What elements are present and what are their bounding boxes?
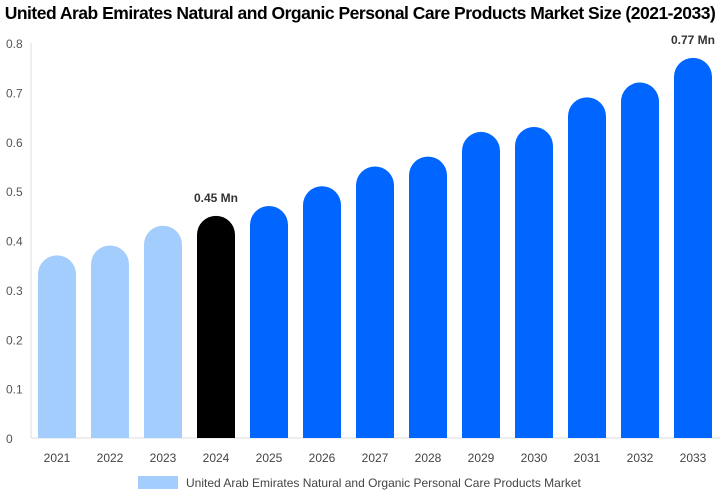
y-tick-label: 0.2 xyxy=(6,333,23,347)
y-tick-label: 0.3 xyxy=(6,284,23,298)
x-tick-label: 2029 xyxy=(468,451,495,465)
x-tick-label: 2031 xyxy=(574,451,601,465)
y-tick-label: 0.4 xyxy=(6,235,23,249)
x-tick-label: 2022 xyxy=(97,451,124,465)
x-tick-label: 2026 xyxy=(309,451,336,465)
data-label: 0.45 Mn xyxy=(194,191,238,205)
bar-2022 xyxy=(91,245,129,438)
bar-2026 xyxy=(303,186,341,438)
x-tick-label: 2021 xyxy=(44,451,71,465)
x-tick-label: 2025 xyxy=(256,451,283,465)
x-tick-label: 2028 xyxy=(415,451,442,465)
bar-2028 xyxy=(409,156,447,438)
y-tick-label: 0.1 xyxy=(6,383,23,397)
x-tick-label: 2032 xyxy=(627,451,654,465)
y-tick-label: 0.8 xyxy=(6,37,23,51)
x-tick-label: 2024 xyxy=(203,451,230,465)
y-tick-label: 0.5 xyxy=(6,185,23,199)
bar-2024 xyxy=(197,215,236,438)
chart-title: United Arab Emirates Natural and Organic… xyxy=(4,3,716,23)
bar-2021 xyxy=(38,255,76,438)
y-tick-label: 0.6 xyxy=(6,136,23,150)
bar-2023 xyxy=(144,225,182,438)
bar-2027 xyxy=(356,166,394,438)
legend-swatch xyxy=(138,476,178,489)
legend-label: United Arab Emirates Natural and Organic… xyxy=(186,476,582,490)
bar-2032 xyxy=(621,82,659,438)
x-tick-label: 2023 xyxy=(150,451,177,465)
bar-2033 xyxy=(674,57,712,438)
y-tick-label: 0 xyxy=(6,432,13,446)
x-tick-label: 2030 xyxy=(521,451,548,465)
bar-2025 xyxy=(250,205,288,438)
bar-2029 xyxy=(462,131,500,438)
bar-2031 xyxy=(568,97,606,439)
data-label: 0.77 Mn xyxy=(671,33,715,47)
x-tick-label: 2033 xyxy=(680,451,707,465)
y-tick-label: 0.7 xyxy=(6,86,23,100)
x-tick-label: 2027 xyxy=(362,451,389,465)
bar-2030 xyxy=(515,126,553,438)
